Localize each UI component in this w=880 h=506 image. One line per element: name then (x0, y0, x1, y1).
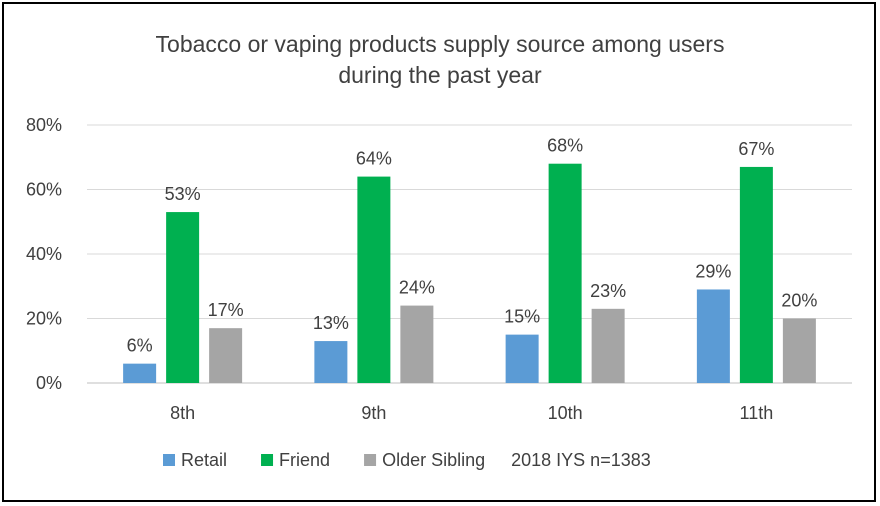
legend: Retail Friend Older Sibling 2018 IYS n=1383 (163, 450, 651, 470)
data-label-retail-11th: 29% (695, 261, 731, 281)
x-tick-label: 11th (740, 403, 774, 423)
bar-friend-10th (548, 163, 582, 383)
bar-retail-11th (696, 289, 730, 383)
legend-swatch-retail (163, 454, 175, 466)
bar-friend-9th (357, 176, 391, 383)
y-tick-label: 20% (26, 309, 62, 329)
y-tick-label: 40% (26, 244, 62, 264)
data-label-friend-8th: 53% (165, 184, 201, 204)
data-label-retail-9th: 13% (313, 313, 349, 333)
data-label-older-sibling-11th: 20% (781, 291, 817, 311)
legend-swatch-friend (261, 454, 274, 466)
legend-label-older-sibling: Older Sibling (382, 450, 485, 470)
legend-label-friend: Friend (279, 450, 330, 470)
bar-older-sibling-8th (209, 328, 243, 383)
legend-note: 2018 IYS n=1383 (511, 450, 651, 470)
y-axis: 0% 20% 40% 60% 80% (26, 115, 62, 393)
chart-title-line-2: during the past year (338, 62, 542, 88)
chart-title: Tobacco or vaping products supply source… (156, 31, 725, 88)
gridlines (87, 124, 852, 384)
bar-retail-8th (123, 363, 157, 383)
x-tick-label: 10th (548, 403, 583, 423)
bar-older-sibling-9th (400, 305, 434, 383)
legend-swatch-older-sibling (364, 454, 377, 466)
chart-title-line-1: Tobacco or vaping products supply source… (156, 31, 725, 57)
bars (123, 163, 816, 383)
data-label-friend-9th: 64% (356, 149, 392, 169)
data-label-older-sibling-10th: 23% (590, 281, 626, 301)
bar-retail-10th (505, 334, 539, 383)
bar-friend-8th (166, 212, 200, 383)
bar-friend-11th (739, 166, 773, 383)
x-tick-label: 9th (361, 403, 386, 423)
bar-older-sibling-11th (782, 318, 816, 383)
y-tick-label: 0% (36, 373, 62, 393)
data-label-older-sibling-8th: 17% (208, 300, 244, 320)
x-tick-label: 8th (170, 403, 195, 423)
data-label-friend-10th: 68% (547, 136, 583, 156)
bar-retail-9th (314, 341, 348, 383)
y-tick-label: 60% (26, 180, 62, 200)
bar-older-sibling-10th (591, 308, 625, 383)
data-label-retail-8th: 6% (127, 336, 153, 356)
data-label-retail-10th: 15% (504, 307, 540, 327)
x-axis: 8th 9th 10th 11th (170, 403, 773, 423)
y-tick-label: 80% (26, 115, 62, 135)
data-labels: 6% 53% 17% 13% 64% 24% 15% 68% 23% 29% 67% 20% (127, 136, 818, 356)
data-label-friend-11th: 67% (738, 139, 774, 159)
data-label-older-sibling-9th: 24% (399, 278, 435, 298)
legend-label-retail: Retail (181, 450, 227, 470)
